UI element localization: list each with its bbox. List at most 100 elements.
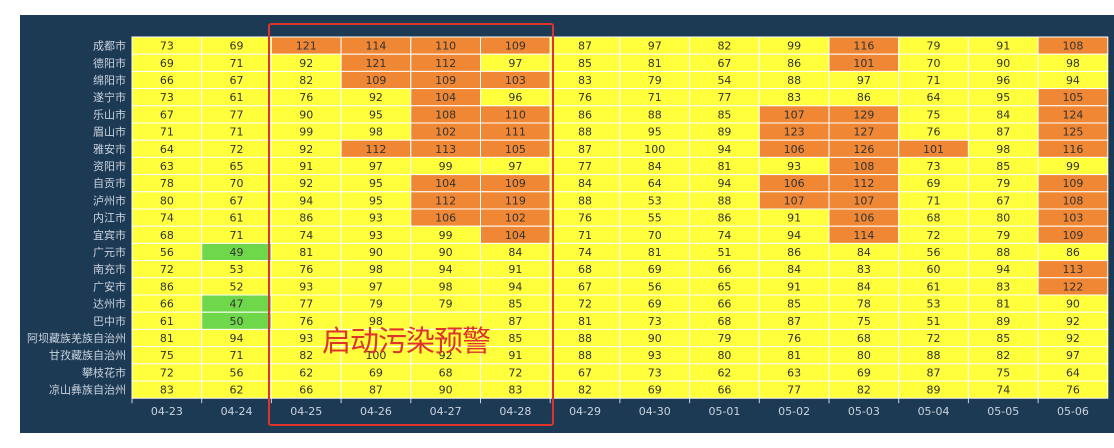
cell-value: 90 xyxy=(648,332,662,345)
cell-value: 93 xyxy=(787,160,801,173)
cell-value: 127 xyxy=(853,126,874,139)
cell-value: 107 xyxy=(853,194,874,207)
cell-value: 101 xyxy=(853,57,874,70)
cell-value: 95 xyxy=(369,108,383,121)
cell-value: 79 xyxy=(648,74,662,87)
cell-value: 102 xyxy=(505,212,526,225)
cell-value: 113 xyxy=(1062,263,1083,276)
cell-value: 121 xyxy=(365,57,386,70)
cell-value: 103 xyxy=(1062,212,1083,225)
cell-value: 84 xyxy=(996,108,1010,121)
cell-value: 76 xyxy=(299,91,313,104)
cell-value: 62 xyxy=(230,384,244,397)
cell-value: 112 xyxy=(853,177,874,190)
row-label: 泸州市 xyxy=(93,193,126,207)
row-label: 遂宁市 xyxy=(93,90,126,104)
cell-value: 88 xyxy=(996,246,1010,259)
cell-value: 84 xyxy=(648,160,662,173)
cell-value: 94 xyxy=(508,280,522,293)
cell-value: 80 xyxy=(160,194,174,207)
cell-value: 82 xyxy=(299,349,313,362)
cell-value: 105 xyxy=(505,143,526,156)
cell-value: 84 xyxy=(578,177,592,190)
cell-value: 81 xyxy=(299,246,313,259)
cell-value: 71 xyxy=(160,126,174,139)
cell-value: 98 xyxy=(369,315,383,328)
cell-value: 62 xyxy=(299,366,313,379)
cell-value: 70 xyxy=(648,229,662,242)
cell-value: 66 xyxy=(717,263,731,276)
cell-value: 74 xyxy=(996,384,1010,397)
cell-value: 108 xyxy=(853,160,874,173)
cell-value: 99 xyxy=(439,229,453,242)
cell-value: 77 xyxy=(578,160,592,173)
cell-value: 106 xyxy=(784,143,805,156)
cell-value: 89 xyxy=(996,315,1010,328)
cell-value: 109 xyxy=(505,177,526,190)
cell-value: 101 xyxy=(923,143,944,156)
cell-value: 50 xyxy=(230,315,244,328)
cell-value: 61 xyxy=(927,280,941,293)
cell-value: 110 xyxy=(435,40,456,53)
cell-value: 100 xyxy=(644,143,665,156)
cell-value: 67 xyxy=(230,194,244,207)
cell-value: 66 xyxy=(299,384,313,397)
cell-value: 109 xyxy=(505,40,526,53)
cell-value: 81 xyxy=(648,246,662,259)
cell-value: 98 xyxy=(369,263,383,276)
cell-value: 121 xyxy=(296,40,317,53)
cell-value: 108 xyxy=(1062,40,1083,53)
cell-value: 103 xyxy=(505,74,526,87)
cell-value: 97 xyxy=(369,160,383,173)
cell-value: 63 xyxy=(787,366,801,379)
cell-value: 80 xyxy=(717,349,731,362)
cell-value: 71 xyxy=(927,74,941,87)
cell-value: 67 xyxy=(578,280,592,293)
cell-value: 70 xyxy=(927,57,941,70)
cell-value: 95 xyxy=(648,126,662,139)
cell-value: 112 xyxy=(435,57,456,70)
row-label: 内江市 xyxy=(93,211,126,225)
cell-value: 104 xyxy=(505,229,526,242)
cell-value: 86 xyxy=(299,212,313,225)
cell-value: 82 xyxy=(857,384,871,397)
cell-value: 85 xyxy=(508,332,522,345)
cell-value: 88 xyxy=(648,108,662,121)
cell-value: 92 xyxy=(369,91,383,104)
row-label: 乐山市 xyxy=(93,107,126,121)
cell-value: 99 xyxy=(439,160,453,173)
cell-value: 109 xyxy=(435,74,456,87)
x-tick-label: 05-02 xyxy=(778,405,810,418)
row-label: 绵阳市 xyxy=(93,73,126,87)
cell-value: 104 xyxy=(435,91,456,104)
cell-value: 84 xyxy=(508,246,522,259)
cell-value: 87 xyxy=(369,384,383,397)
row-label: 广安市 xyxy=(93,279,126,293)
cell-value: 83 xyxy=(857,263,871,276)
cell-value: 51 xyxy=(717,246,731,259)
cell-value: 95 xyxy=(369,194,383,207)
cell-value: 84 xyxy=(857,246,871,259)
cell-value: 69 xyxy=(857,366,871,379)
cell-value: 64 xyxy=(927,91,941,104)
cell-value: 71 xyxy=(578,229,592,242)
cell-value: 90 xyxy=(299,108,313,121)
cell-value: 66 xyxy=(160,74,174,87)
cell-value: 53 xyxy=(927,298,941,311)
cell-value: 82 xyxy=(578,384,592,397)
cell-value: 79 xyxy=(927,40,941,53)
cell-value: 86 xyxy=(857,91,871,104)
cell-value: 60 xyxy=(927,263,941,276)
cell-value: 80 xyxy=(857,349,871,362)
cell-value: 80 xyxy=(996,212,1010,225)
cell-value: 90 xyxy=(1066,298,1080,311)
cell-value: 96 xyxy=(996,74,1010,87)
cell-value: 116 xyxy=(1062,143,1083,156)
cell-value: 73 xyxy=(927,160,941,173)
cell-value: 72 xyxy=(230,143,244,156)
cell-value: 92 xyxy=(1066,332,1080,345)
cell-value: 71 xyxy=(230,349,244,362)
row-label: 自贡市 xyxy=(93,176,126,190)
cell-value: 113 xyxy=(435,143,456,156)
cell-value: 69 xyxy=(648,263,662,276)
